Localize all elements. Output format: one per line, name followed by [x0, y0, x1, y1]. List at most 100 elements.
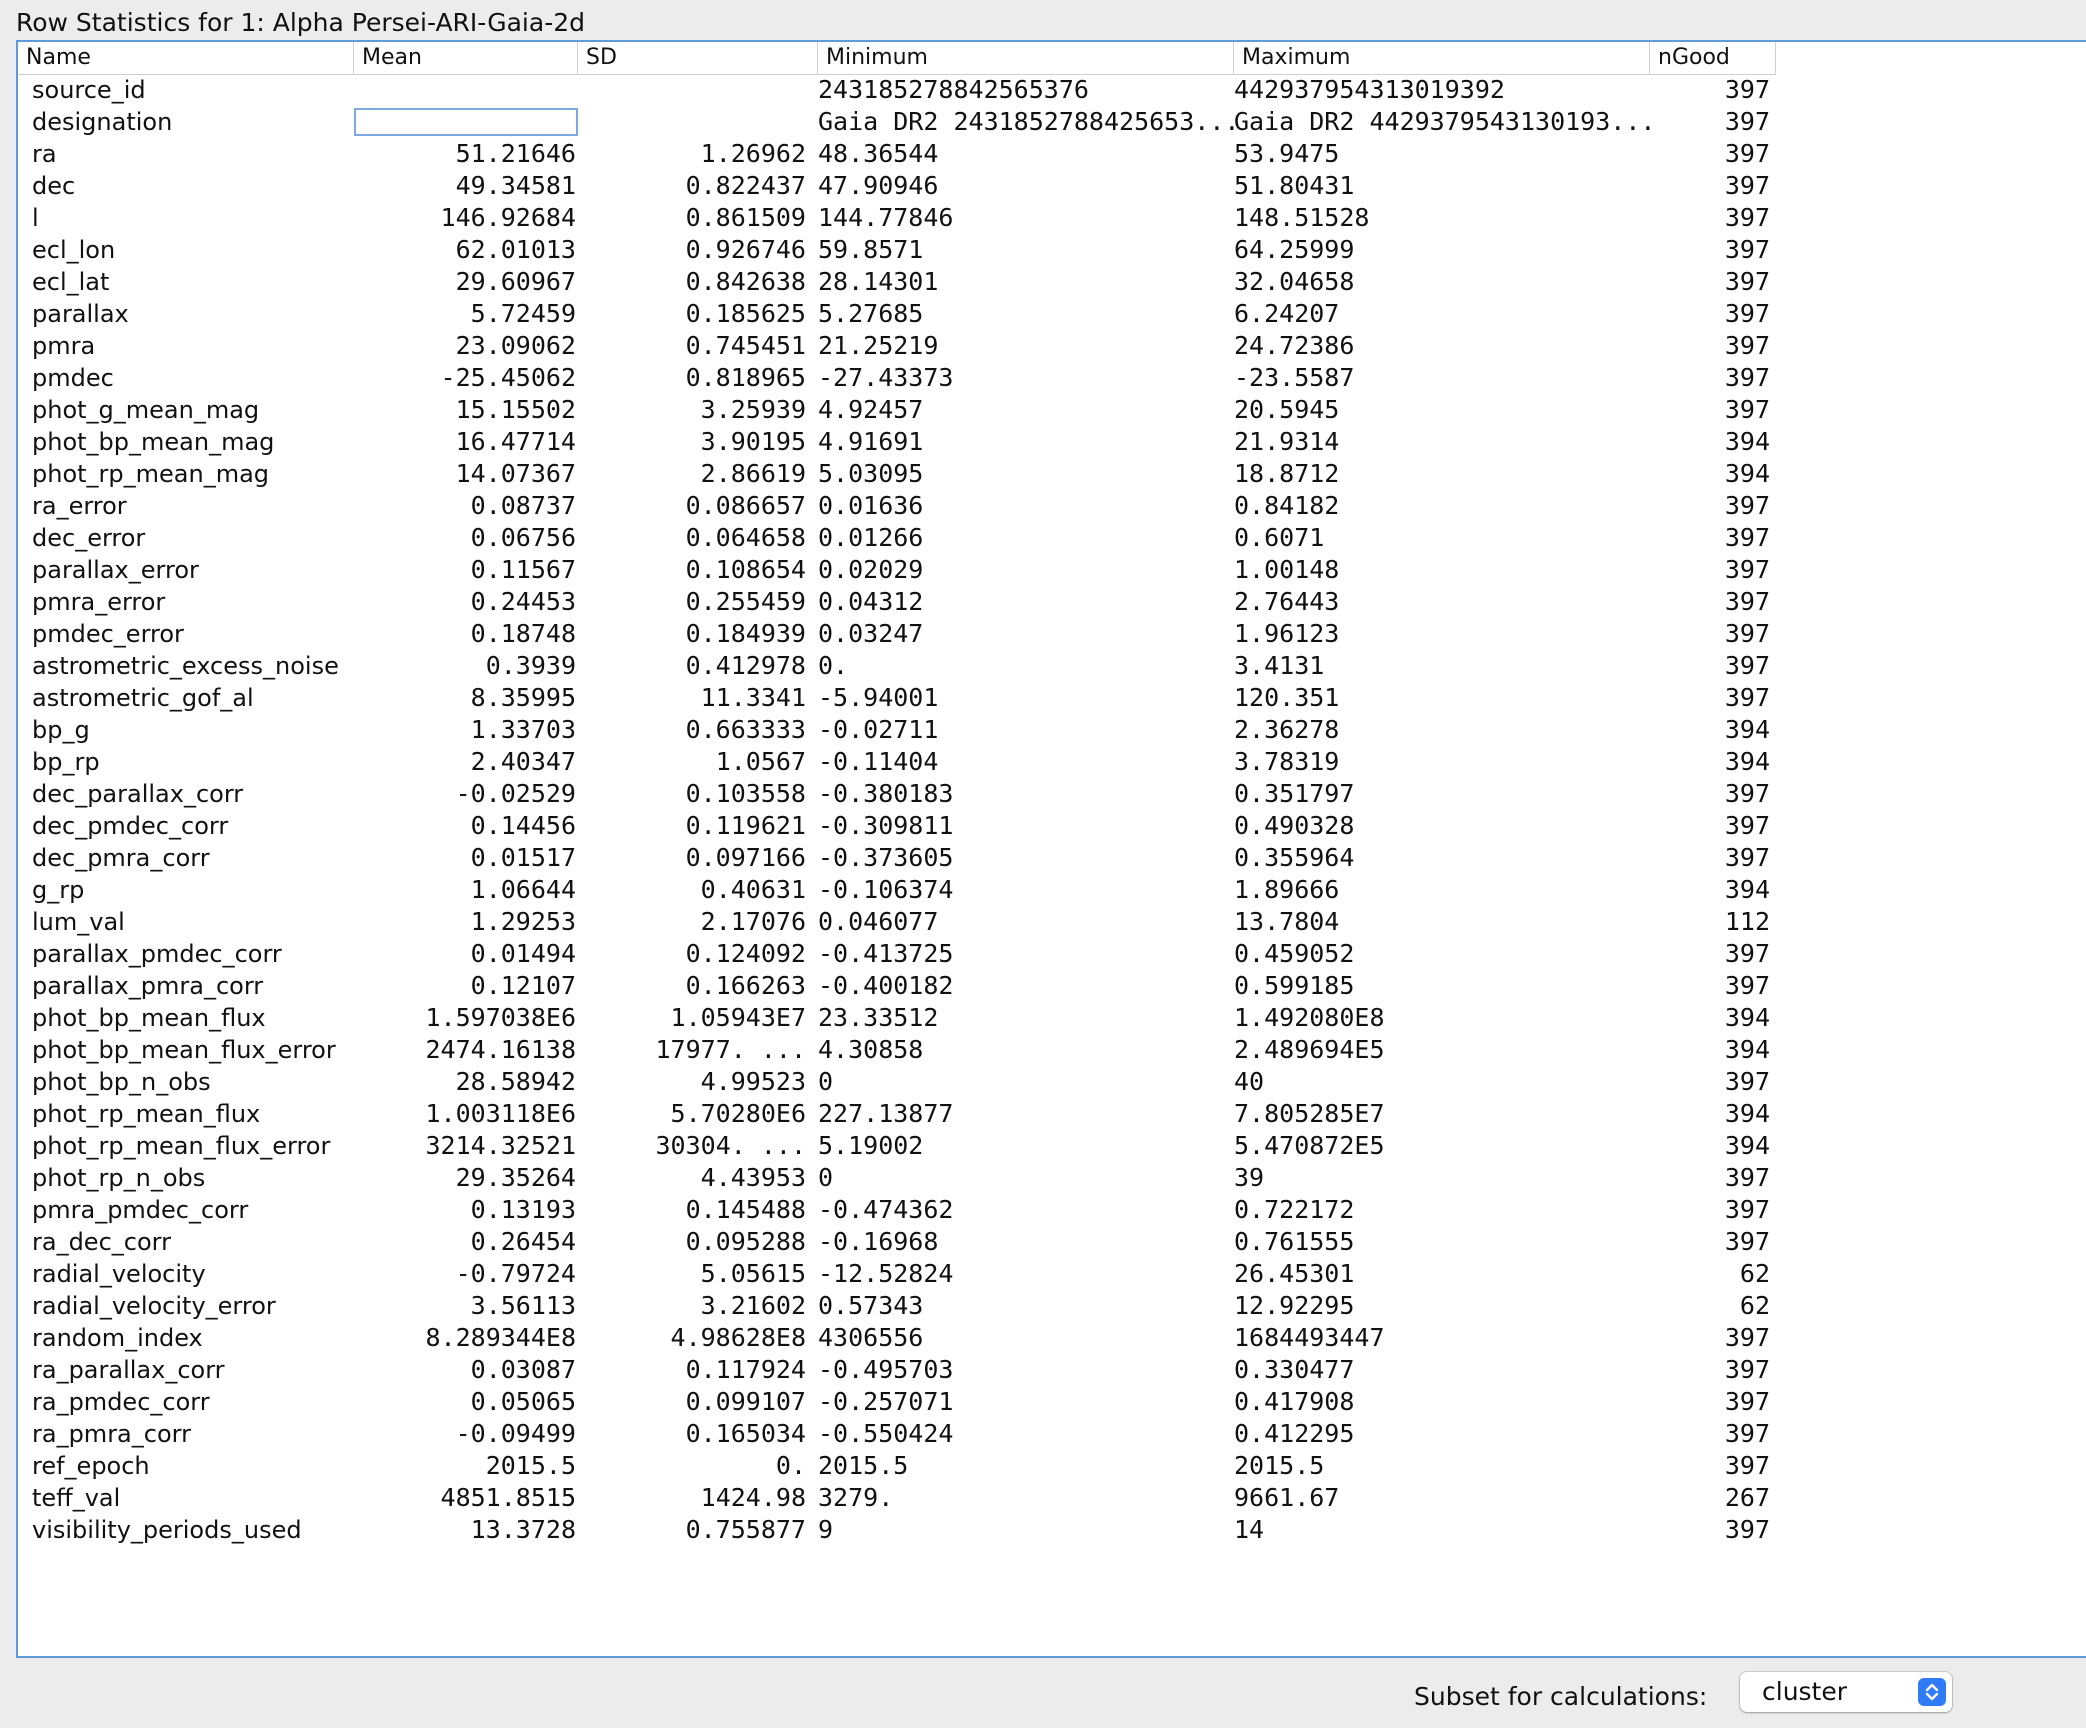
- table-row[interactable]: dec_error 0.06756 0.064658 0.01266 0.6071 397: [18, 522, 1776, 554]
- cell-name: ra: [32, 140, 57, 168]
- cell-maximum: 0.330477: [1234, 1355, 1355, 1384]
- table-row[interactable]: parallax_pmra_corr 0.12107 0.166263 -0.4001…: [18, 970, 1776, 1002]
- table-row[interactable]: teff_val 4851.8515 1424.98 3279. 9661.67 267: [18, 1482, 1776, 1514]
- table-row[interactable]: ra_parallax_corr 0.03087 0.117924 -0.495703…: [18, 1354, 1776, 1386]
- table-row[interactable]: ra_error 0.08737 0.086657 0.01636 0.84182 397: [18, 490, 1776, 522]
- table-row[interactable]: pmra 23.09062 0.745451 21.25219 24.72386 397: [18, 330, 1776, 362]
- cell-minimum: 0: [818, 1067, 834, 1096]
- cell-name: pmra_error: [32, 588, 166, 616]
- table-row[interactable]: bp_rp 2.40347 1.0567 -0.11404 3.78319 394: [18, 746, 1776, 778]
- cell-maximum: 40: [1234, 1067, 1265, 1096]
- table-row[interactable]: pmdec_error 0.18748 0.184939 0.03247 1.96123…: [18, 618, 1776, 650]
- table-row[interactable]: dec_pmra_corr 0.01517 0.097166 -0.373605 0.3…: [18, 842, 1776, 874]
- cell-mean: 2015.5: [485, 1451, 576, 1480]
- column-header-ngood[interactable]: nGood: [1650, 42, 1776, 74]
- cell-mean: 1.29253: [470, 907, 576, 936]
- cell-ngood: 397: [1724, 1163, 1770, 1192]
- cell-minimum: -0.257071: [818, 1387, 954, 1416]
- column-header-maximum[interactable]: Maximum: [1234, 42, 1650, 74]
- table-row[interactable]: phot_rp_mean_flux_error 3214.32521 30304. …: [18, 1130, 1776, 1162]
- column-header-sd[interactable]: SD: [578, 42, 818, 74]
- cell-name: pmra_pmdec_corr: [32, 1196, 249, 1224]
- cell-ngood: 397: [1724, 235, 1770, 264]
- table-row[interactable]: lum_val 1.29253 2.17076 0.046077 13.7804 112: [18, 906, 1776, 938]
- column-header-minimum[interactable]: Minimum: [818, 42, 1234, 74]
- cell-mean: 4851.8515: [440, 1483, 576, 1512]
- table-row[interactable]: pmdec -25.45062 0.818965 -27.43373 -23.5587 3…: [18, 362, 1776, 394]
- table-row[interactable]: ra 51.21646 1.26962 48.36544 53.9475 397: [18, 138, 1776, 170]
- cell-mean: 1.597038E6: [425, 1003, 576, 1032]
- cell-name: lum_val: [32, 908, 125, 936]
- cell-ngood: 397: [1724, 299, 1770, 328]
- table-row[interactable]: designation Gaia DR2 2431852788425653... G…: [18, 106, 1776, 138]
- cell-maximum: 6.24207: [1234, 299, 1340, 328]
- table-row[interactable]: phot_bp_mean_mag 16.47714 3.90195 4.91691 21…: [18, 426, 1776, 458]
- cell-sd: 1.0567: [715, 747, 806, 776]
- table-row[interactable]: visibility_periods_used 13.3728 0.755877 9 1…: [18, 1514, 1776, 1546]
- statistics-table[interactable]: Name Mean SD Minimum Maximum nGood sourc…: [16, 40, 2086, 1658]
- table-row[interactable]: phot_bp_mean_flux_error 2474.16138 17977. …: [18, 1034, 1776, 1066]
- cell-minimum: -0.106374: [818, 875, 954, 904]
- table-row[interactable]: phot_rp_mean_flux 1.003118E6 5.70280E6 227.…: [18, 1098, 1776, 1130]
- cell-name: astrometric_gof_al: [32, 684, 254, 712]
- cell-maximum: 32.04658: [1234, 267, 1355, 296]
- cell-maximum: 0.6071: [1234, 523, 1325, 552]
- cell-mean: 1.33703: [470, 715, 576, 744]
- cell-maximum: 0.417908: [1234, 1387, 1355, 1416]
- table-row[interactable]: ra_pmdec_corr 0.05065 0.099107 -0.257071 0.4…: [18, 1386, 1776, 1418]
- table-row[interactable]: dec_pmdec_corr 0.14456 0.119621 -0.309811 0.…: [18, 810, 1776, 842]
- cell-ngood: 397: [1724, 395, 1770, 424]
- table-row[interactable]: parallax_error 0.11567 0.108654 0.02029 1.00…: [18, 554, 1776, 586]
- table-row[interactable]: ra_dec_corr 0.26454 0.095288 -0.16968 0.7615…: [18, 1226, 1776, 1258]
- cell-ngood: 397: [1724, 587, 1770, 616]
- cell-edit-box[interactable]: [354, 108, 578, 136]
- cell-maximum: 1.89666: [1234, 875, 1340, 904]
- table-row[interactable]: dec 49.34581 0.822437 47.90946 51.80431 397: [18, 170, 1776, 202]
- cell-name: phot_bp_mean_flux_error: [32, 1036, 336, 1064]
- cell-ngood: 397: [1724, 1387, 1770, 1416]
- cell-ngood: 397: [1724, 171, 1770, 200]
- cell-minimum: 5.27685: [818, 299, 924, 328]
- table-row[interactable]: parallax 5.72459 0.185625 5.27685 6.24207 397: [18, 298, 1776, 330]
- column-header-name[interactable]: Name: [18, 42, 354, 74]
- table-row[interactable]: phot_rp_mean_mag 14.07367 2.86619 5.03095 18…: [18, 458, 1776, 490]
- cell-ngood: 397: [1724, 1355, 1770, 1384]
- cell-name: visibility_periods_used: [32, 1516, 302, 1544]
- table-row[interactable]: dec_parallax_corr -0.02529 0.103558 -0.3801…: [18, 778, 1776, 810]
- table-row[interactable]: radial_velocity -0.79724 5.05615 -12.52824 2…: [18, 1258, 1776, 1290]
- cell-maximum: 14: [1234, 1515, 1265, 1544]
- cell-mean: 2474.16138: [425, 1035, 576, 1064]
- cell-name: dec_pmra_corr: [32, 844, 210, 872]
- table-row[interactable]: bp_g 1.33703 0.663333 -0.02711 2.36278 394: [18, 714, 1776, 746]
- table-row[interactable]: astrometric_excess_noise 0.3939 0.412978 0.…: [18, 650, 1776, 682]
- table-row[interactable]: astrometric_gof_al 8.35995 11.3341 -5.94001…: [18, 682, 1776, 714]
- cell-ngood: 397: [1724, 1419, 1770, 1448]
- column-header-mean[interactable]: Mean: [354, 42, 578, 74]
- subset-select[interactable]: cluster: [1740, 1672, 1952, 1712]
- table-row[interactable]: l 146.92684 0.861509 144.77846 148.51528 397: [18, 202, 1776, 234]
- table-row[interactable]: pmra_pmdec_corr 0.13193 0.145488 -0.474362 0…: [18, 1194, 1776, 1226]
- table-row[interactable]: parallax_pmdec_corr 0.01494 0.124092 -0.413…: [18, 938, 1776, 970]
- cell-maximum: 2.76443: [1234, 587, 1340, 616]
- cell-maximum: 12.92295: [1234, 1291, 1355, 1320]
- table-row[interactable]: random_index 8.289344E8 4.98628E8 4306556 16…: [18, 1322, 1776, 1354]
- cell-sd: 1424.98: [700, 1483, 806, 1512]
- table-row[interactable]: phot_bp_mean_flux 1.597038E6 1.05943E7 23.3…: [18, 1002, 1776, 1034]
- cell-sd: 0.086657: [685, 491, 806, 520]
- table-row[interactable]: phot_g_mean_mag 15.15502 3.25939 4.92457 20.…: [18, 394, 1776, 426]
- table-row[interactable]: source_id 243185278842565376 4429379543130…: [18, 74, 1776, 106]
- cell-minimum: -0.309811: [818, 811, 954, 840]
- table-row[interactable]: ecl_lat 29.60967 0.842638 28.14301 32.04658 3…: [18, 266, 1776, 298]
- table-row[interactable]: ecl_lon 62.01013 0.926746 59.8571 64.25999 39…: [18, 234, 1776, 266]
- cell-minimum: -0.373605: [818, 843, 954, 872]
- cell-minimum: 243185278842565376: [818, 75, 1089, 104]
- table-row[interactable]: phot_rp_n_obs 29.35264 4.43953 0 39 397: [18, 1162, 1776, 1194]
- table-row[interactable]: radial_velocity_error 3.56113 3.21602 0.573…: [18, 1290, 1776, 1322]
- table-row[interactable]: phot_bp_n_obs 28.58942 4.99523 0 40 397: [18, 1066, 1776, 1098]
- table-row[interactable]: g_rp 1.06644 0.40631 -0.106374 1.89666 394: [18, 874, 1776, 906]
- cell-mean: 29.35264: [455, 1163, 576, 1192]
- table-row[interactable]: pmra_error 0.24453 0.255459 0.04312 2.76443 3…: [18, 586, 1776, 618]
- cell-maximum: 0.84182: [1234, 491, 1340, 520]
- table-row[interactable]: ra_pmra_corr -0.09499 0.165034 -0.550424 0.4…: [18, 1418, 1776, 1450]
- table-row[interactable]: ref_epoch 2015.5 0. 2015.5 2015.5 397: [18, 1450, 1776, 1482]
